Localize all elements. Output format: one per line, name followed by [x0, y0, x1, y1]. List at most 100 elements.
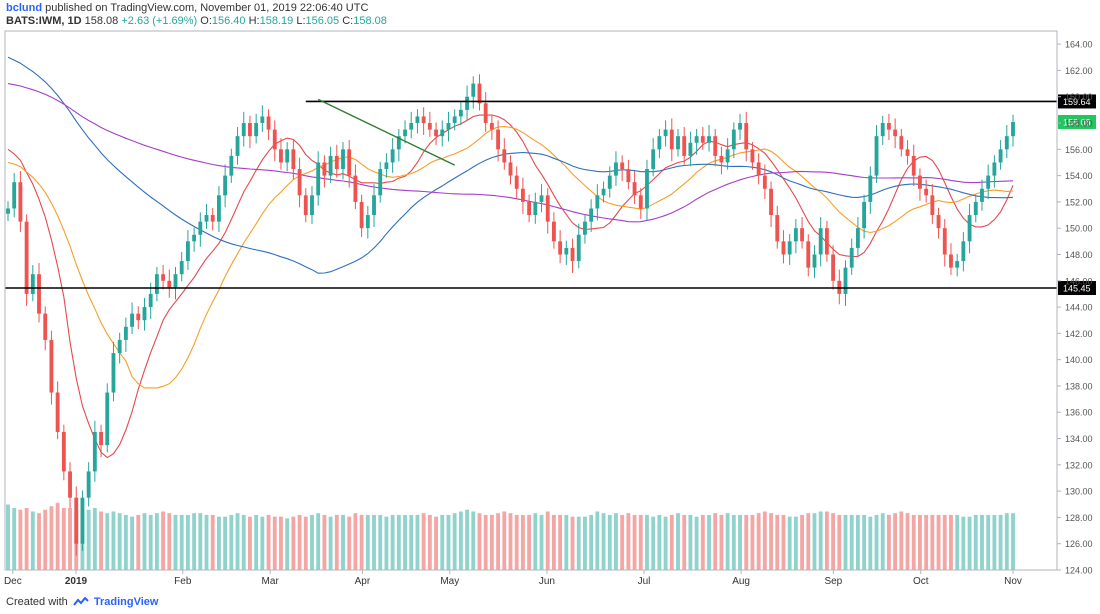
candle-body: [74, 497, 79, 544]
volume-bar: [49, 506, 54, 570]
candle-body: [446, 123, 451, 130]
candle-body: [508, 162, 513, 176]
candle-body: [254, 123, 259, 137]
candle-body: [365, 215, 370, 229]
volume-bar: [403, 514, 407, 570]
volume-bar: [980, 514, 984, 570]
candle-body: [291, 149, 296, 170]
candle-body: [626, 169, 631, 183]
candle-body: [520, 188, 525, 202]
symbol-name[interactable]: BATS:IWM, 1D: [6, 15, 82, 27]
candle-body: [887, 123, 891, 130]
volume-bar: [595, 511, 600, 570]
volume-bar: [831, 513, 836, 570]
candle-body: [607, 175, 612, 189]
candle-body: [775, 215, 780, 242]
volume-bar: [37, 513, 41, 570]
candle-body: [676, 136, 680, 150]
volume-bar: [415, 514, 420, 570]
x-tick-label: Aug: [732, 576, 750, 587]
trend-line: [317, 98, 455, 166]
chart-header: bclund published on TradingView.com, Nov…: [0, 0, 1100, 30]
volume-bar: [849, 514, 854, 570]
candle-body: [645, 169, 649, 209]
candle-body: [241, 123, 246, 137]
volume-bar: [514, 514, 519, 570]
candlestick-chart[interactable]: 159.64 145.45 158.08 164.00 162.00 160.00 158…: [0, 26, 1100, 594]
open-value: 156.40: [211, 15, 246, 27]
candle-body: [390, 149, 395, 163]
candle-body: [601, 188, 606, 196]
volume-bar: [682, 514, 687, 570]
candle-body: [849, 247, 854, 268]
candle-body: [973, 201, 978, 216]
candle-body: [893, 129, 898, 137]
candle-body: [61, 431, 66, 472]
volume-bar: [837, 514, 842, 570]
candle-body: [297, 169, 302, 196]
volume-bar: [477, 513, 482, 570]
publish-info: bclund published on TradingView.com, Nov…: [6, 2, 368, 14]
candle-body: [949, 254, 953, 268]
candle-body: [12, 182, 17, 209]
volume-bar: [68, 508, 72, 570]
candle-body: [812, 254, 817, 268]
candle-body: [334, 155, 339, 170]
y-tick-label: 140.00: [1065, 355, 1093, 365]
candle-body: [192, 234, 197, 242]
tradingview-logo-icon: [73, 597, 89, 606]
candle-body: [564, 247, 569, 255]
candle-body: [967, 215, 972, 242]
x-tick-label: Apr: [355, 576, 371, 587]
volume-bar: [24, 508, 29, 570]
candle-body: [6, 208, 10, 214]
volume-bar: [552, 514, 556, 570]
candle-body: [285, 149, 290, 163]
volume-bar: [43, 509, 48, 570]
volume-bar: [626, 513, 631, 570]
low-label: L:: [296, 15, 306, 27]
volume-bar: [924, 514, 929, 570]
volume-bar: [930, 514, 935, 570]
last-price: 158.08: [84, 15, 119, 27]
candle-body: [713, 136, 718, 156]
candle-body: [762, 175, 767, 189]
volume-bar: [731, 514, 736, 570]
candle-body: [539, 195, 544, 202]
candle-body: [514, 175, 519, 189]
chart-footer: Created with TradingView: [6, 596, 158, 608]
candle-body: [620, 162, 625, 170]
candle-body: [68, 471, 72, 498]
candle-body: [980, 188, 984, 202]
author-link[interactable]: bclund: [6, 2, 43, 14]
candle-body: [415, 116, 420, 124]
volume-bar: [434, 516, 438, 570]
candle-body: [328, 155, 333, 176]
volume-bar: [1011, 513, 1015, 570]
x-tick-label: Jul: [638, 576, 651, 587]
volume-bar: [489, 514, 494, 570]
tradingview-brand[interactable]: TradingView: [93, 596, 159, 608]
volume-bar: [421, 513, 426, 570]
candle-body: [111, 353, 116, 393]
candle-body: [30, 274, 35, 294]
candle-body: [632, 182, 637, 196]
volume-bar: [942, 514, 947, 570]
candle-body: [353, 175, 358, 202]
volume-bar: [310, 514, 314, 570]
candle-body: [756, 162, 761, 176]
volume-bar: [793, 516, 798, 570]
candle-body: [1011, 121, 1015, 137]
volume-bar: [645, 514, 649, 570]
volume-bar: [378, 514, 383, 570]
volume-bar: [707, 514, 711, 570]
volume-bar: [458, 511, 463, 570]
level-layer: 159.64 145.45 158.08: [5, 94, 1096, 296]
volume-bar: [105, 513, 110, 570]
volume-bar: [353, 513, 358, 570]
volume-bar: [539, 514, 544, 570]
candle-body: [489, 123, 494, 130]
volume-bar: [396, 514, 401, 570]
candle-body: [204, 215, 209, 222]
y-tick-label: 148.00: [1065, 250, 1093, 260]
